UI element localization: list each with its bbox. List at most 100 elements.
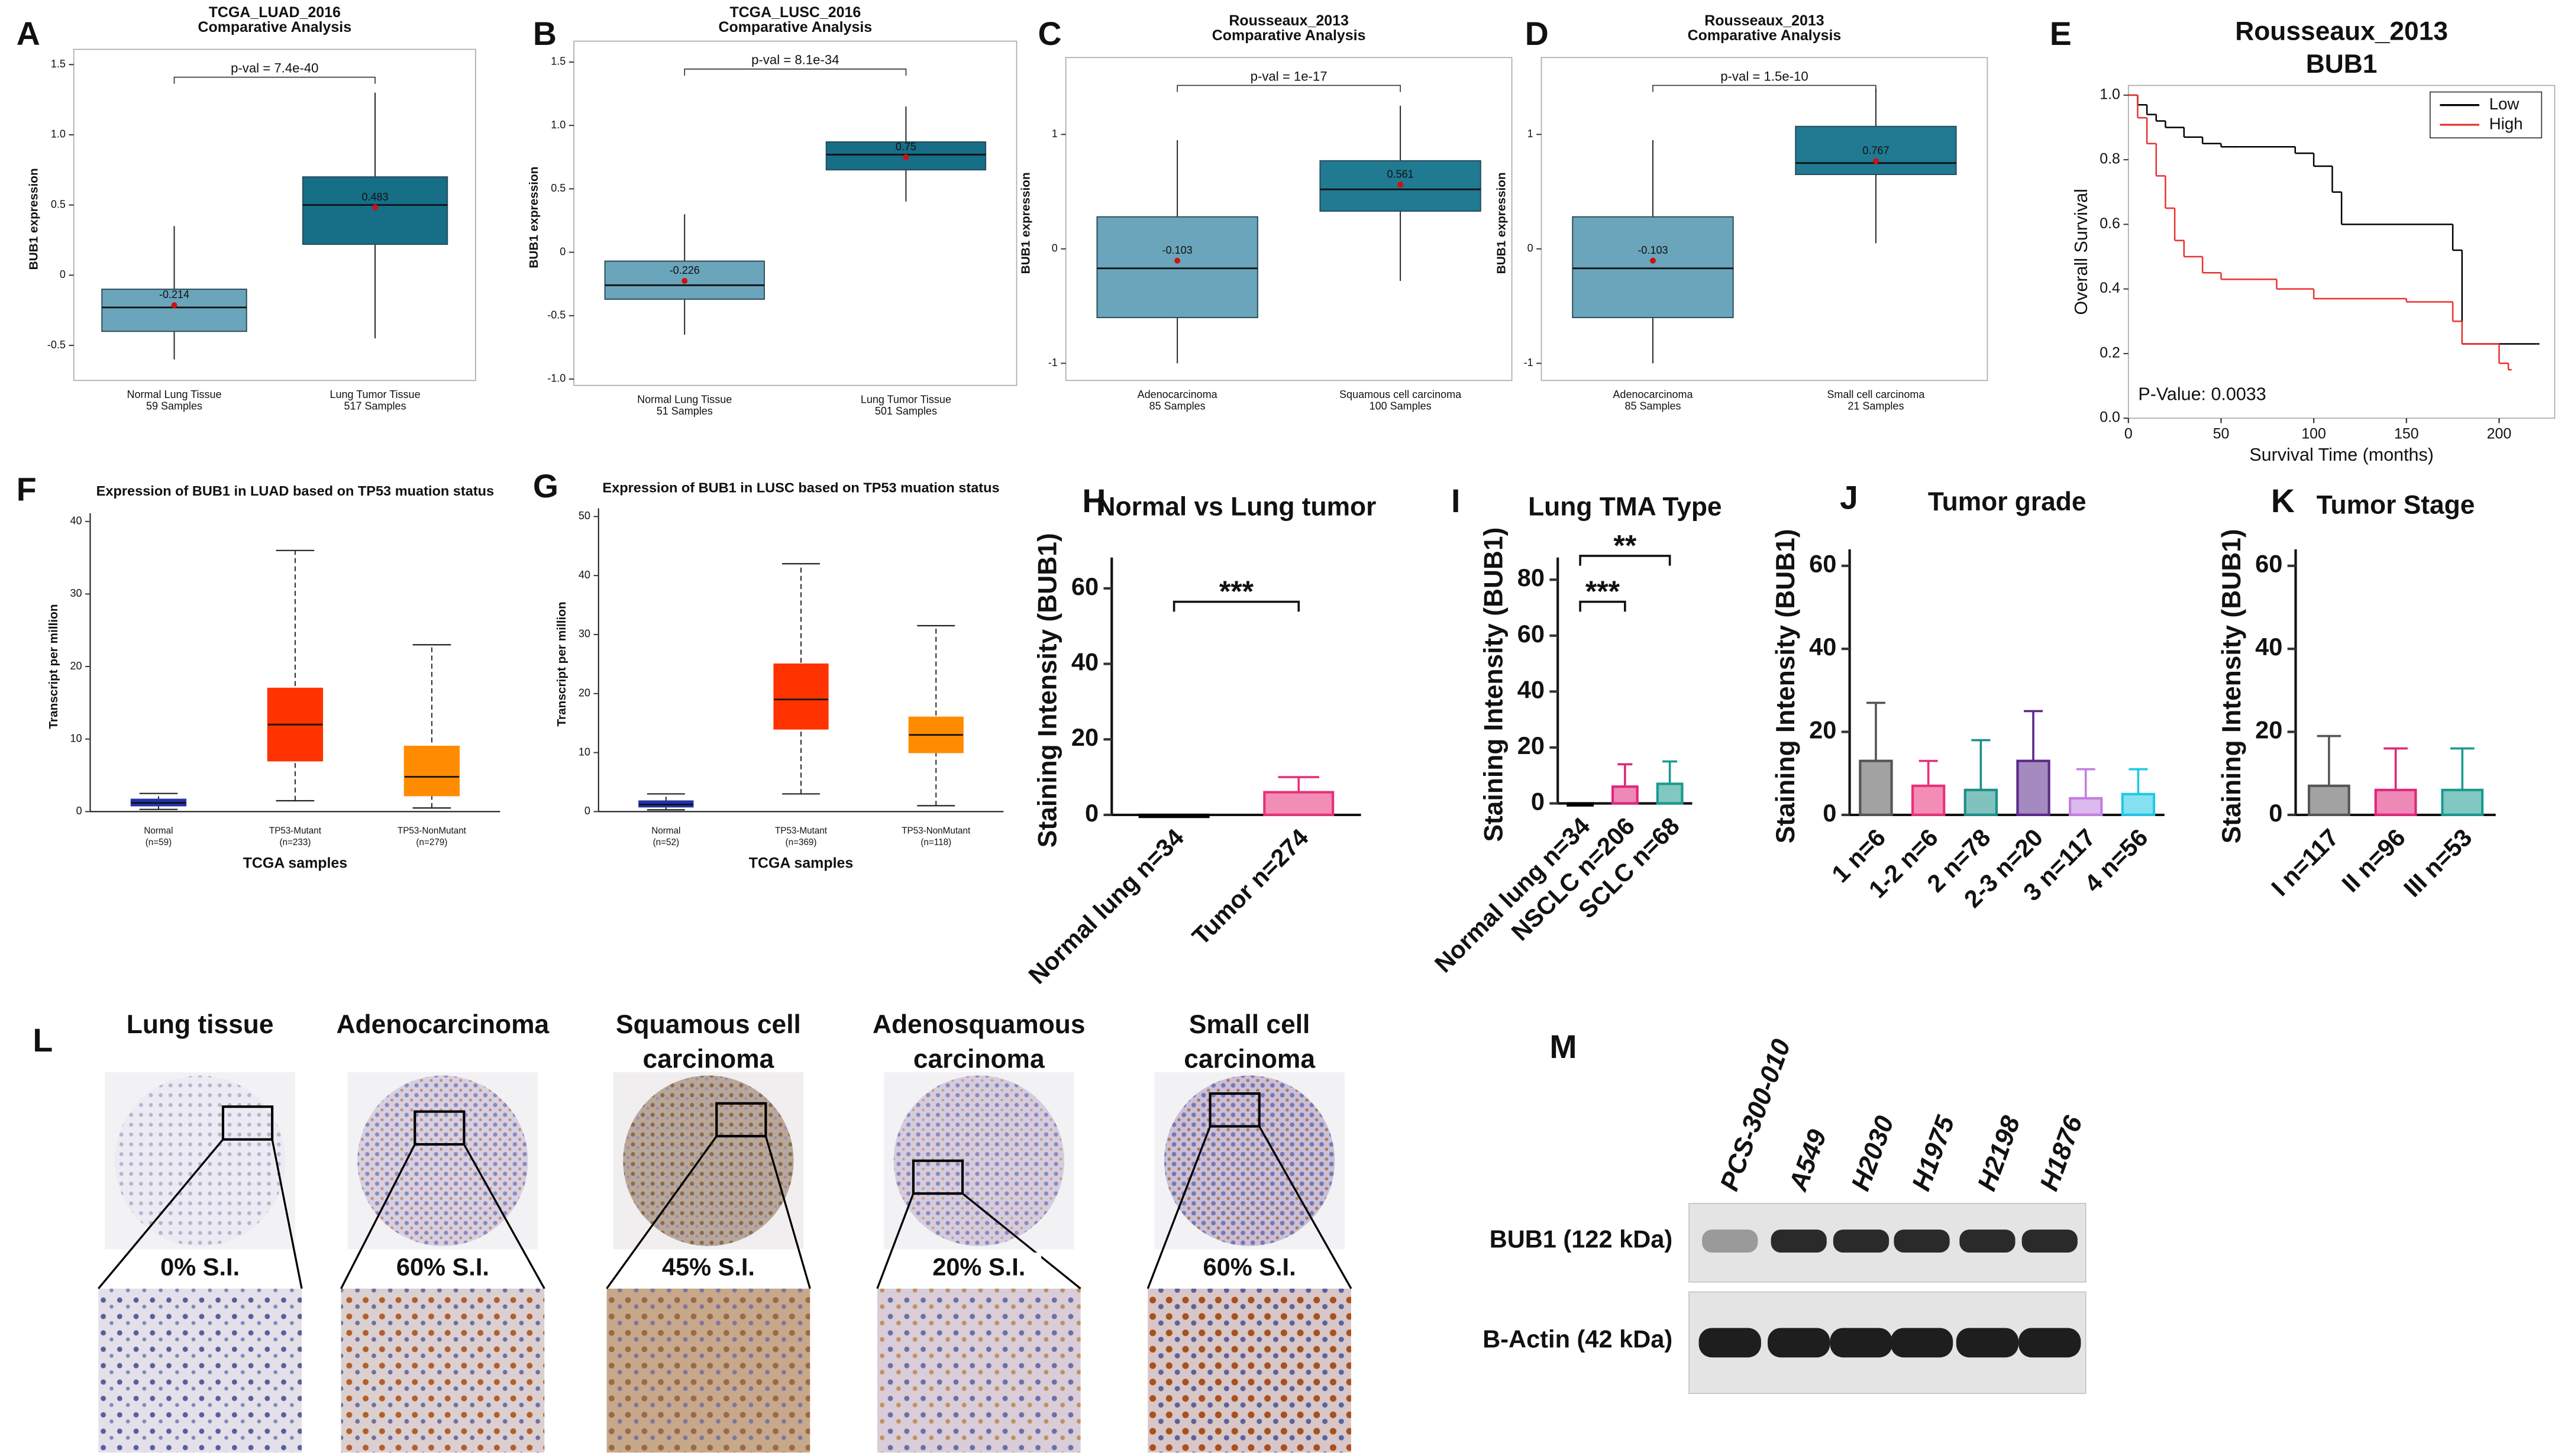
panel-letter: H <box>1082 483 1106 519</box>
sample-count: (n=118) <box>921 837 951 847</box>
significance-bracket <box>1579 555 1671 566</box>
box <box>101 289 247 332</box>
y-tick-label: 40 <box>579 569 590 581</box>
x-tick-label: 100 <box>2301 425 2326 442</box>
legend-box <box>2429 91 2543 138</box>
y-tick-label: 20 <box>579 687 590 699</box>
mean-dot <box>171 302 177 309</box>
lane-label: H2198 <box>1972 1112 2026 1195</box>
tissue-core <box>893 1075 1064 1246</box>
x-tick-label: Normal <box>144 826 173 836</box>
band <box>1702 1229 1758 1253</box>
chart-title: Expression of BUB1 in LUAD based on TP53… <box>96 483 495 499</box>
x-tick-label: TP53-Mutant <box>269 826 322 836</box>
significance-bracket <box>1173 600 1300 612</box>
chart-subtitle: Comparative Analysis <box>719 19 873 35</box>
y-tick-label: -1.0 <box>547 373 566 384</box>
panel-letter: B <box>533 15 557 52</box>
staining-score: 60% S.I. <box>1203 1253 1296 1281</box>
y-tick-label: 0 <box>60 268 66 280</box>
sample-count: 501 Samples <box>875 405 937 417</box>
y-tick-label: 1.0 <box>551 119 566 131</box>
x-tick-label: 0 <box>2124 425 2133 442</box>
mean-dot <box>1649 257 1656 264</box>
y-tick-label: 10 <box>70 732 82 744</box>
p-value-bracket <box>173 76 376 84</box>
zoom-region <box>912 1159 964 1195</box>
y-tick-label: -0.5 <box>47 339 66 351</box>
lane-label: H1975 <box>1907 1111 1961 1195</box>
y-tick-label: 0 <box>584 805 590 817</box>
p-value-bracket <box>1177 85 1401 92</box>
y-tick-label: -0.5 <box>547 309 566 321</box>
zoom-connector <box>1146 1125 1212 1289</box>
mean-label: -0.103 <box>1637 244 1668 256</box>
p-value-bracket <box>1652 85 1876 92</box>
zoom-connector <box>764 1135 811 1289</box>
zoom-connector <box>340 1144 416 1289</box>
legend-label: High <box>2489 114 2523 132</box>
sample-count: (n=52) <box>653 837 679 847</box>
y-tick-label: -1 <box>1524 357 1533 368</box>
score-backing <box>646 1252 771 1286</box>
bar <box>1656 782 1684 805</box>
x-tick-label: Normal <box>651 826 680 836</box>
zoom-image <box>606 1288 810 1453</box>
y-axis-label: Transcript per million <box>555 601 569 726</box>
y-tick-label: 40 <box>1517 675 1545 703</box>
y-tick-label: 20 <box>1071 723 1099 751</box>
chart-title: TCGA_LUAD_2016 <box>209 4 341 21</box>
y-tick-label: 0 <box>76 805 82 817</box>
mean-label: 0.75 <box>896 141 916 153</box>
band <box>1771 1229 1827 1253</box>
mean-dot <box>1872 158 1879 164</box>
y-axis-label: BUB1 expression <box>527 167 541 268</box>
x-tick-label: Normal Lung Tissue <box>637 393 732 405</box>
y-tick-label: 10 <box>579 746 590 758</box>
x-tick-label: TP53-Mutant <box>775 826 828 836</box>
x-axis-label: TCGA samples <box>243 855 347 872</box>
x-tick-label: Normal Lung Tissue <box>127 389 221 400</box>
y-tick-label: 0 <box>560 245 566 257</box>
panel-letter: C <box>1038 15 1062 52</box>
chart-subtitle: Comparative Analysis <box>1688 27 1842 44</box>
zoom-connector <box>463 1144 545 1289</box>
y-tick-label: 60 <box>1071 572 1099 600</box>
y-axis-label: Overall Survival <box>2071 189 2091 315</box>
x-tick-label: Lung Tumor Tissue <box>330 389 421 400</box>
staining-score: 60% S.I. <box>396 1253 489 1281</box>
x-axis-label: TCGA samples <box>749 855 853 872</box>
mean-label: 0.561 <box>1387 168 1414 180</box>
band <box>1956 1328 2019 1358</box>
zoom-connector <box>606 1135 718 1289</box>
sample-count: (n=233) <box>279 837 311 847</box>
tissue-title: carcinoma <box>913 1044 1045 1073</box>
zoom-region <box>414 1110 466 1146</box>
panel-letter: D <box>1525 15 1549 52</box>
bar <box>1859 759 1893 816</box>
zoom-connector <box>1258 1125 1352 1289</box>
y-tick-label: 1.0 <box>2100 86 2120 102</box>
bar <box>2016 759 2050 816</box>
chart-title: Expression of BUB1 in LUSC based on TP53… <box>602 480 999 496</box>
score-backing <box>1187 1252 1312 1286</box>
tissue-title: Adenosquamous <box>873 1010 1086 1039</box>
y-tick-label: 60 <box>1517 620 1545 648</box>
box <box>1096 216 1258 318</box>
y-axis-label: BUB1 expression <box>1494 172 1508 274</box>
chart-subtitle: Comparative Analysis <box>1212 27 1366 44</box>
mean-dot <box>1174 257 1181 264</box>
panel-letter: A <box>17 15 40 52</box>
box <box>773 663 829 730</box>
y-axis-label: Staining Intensity (BUB1) <box>2217 529 2246 843</box>
y-tick-label: 20 <box>70 660 82 672</box>
y-tick-label: 80 <box>1517 564 1545 591</box>
tissue-title: Lung tissue <box>127 1010 274 1039</box>
sample-count: (n=279) <box>416 837 447 847</box>
y-tick-label: 20 <box>2255 716 2282 744</box>
score-backing <box>380 1252 505 1286</box>
x-tick-label: 200 <box>2487 425 2512 442</box>
plot-frame <box>2127 85 2556 419</box>
y-tick-label: 1 <box>1052 128 1058 140</box>
